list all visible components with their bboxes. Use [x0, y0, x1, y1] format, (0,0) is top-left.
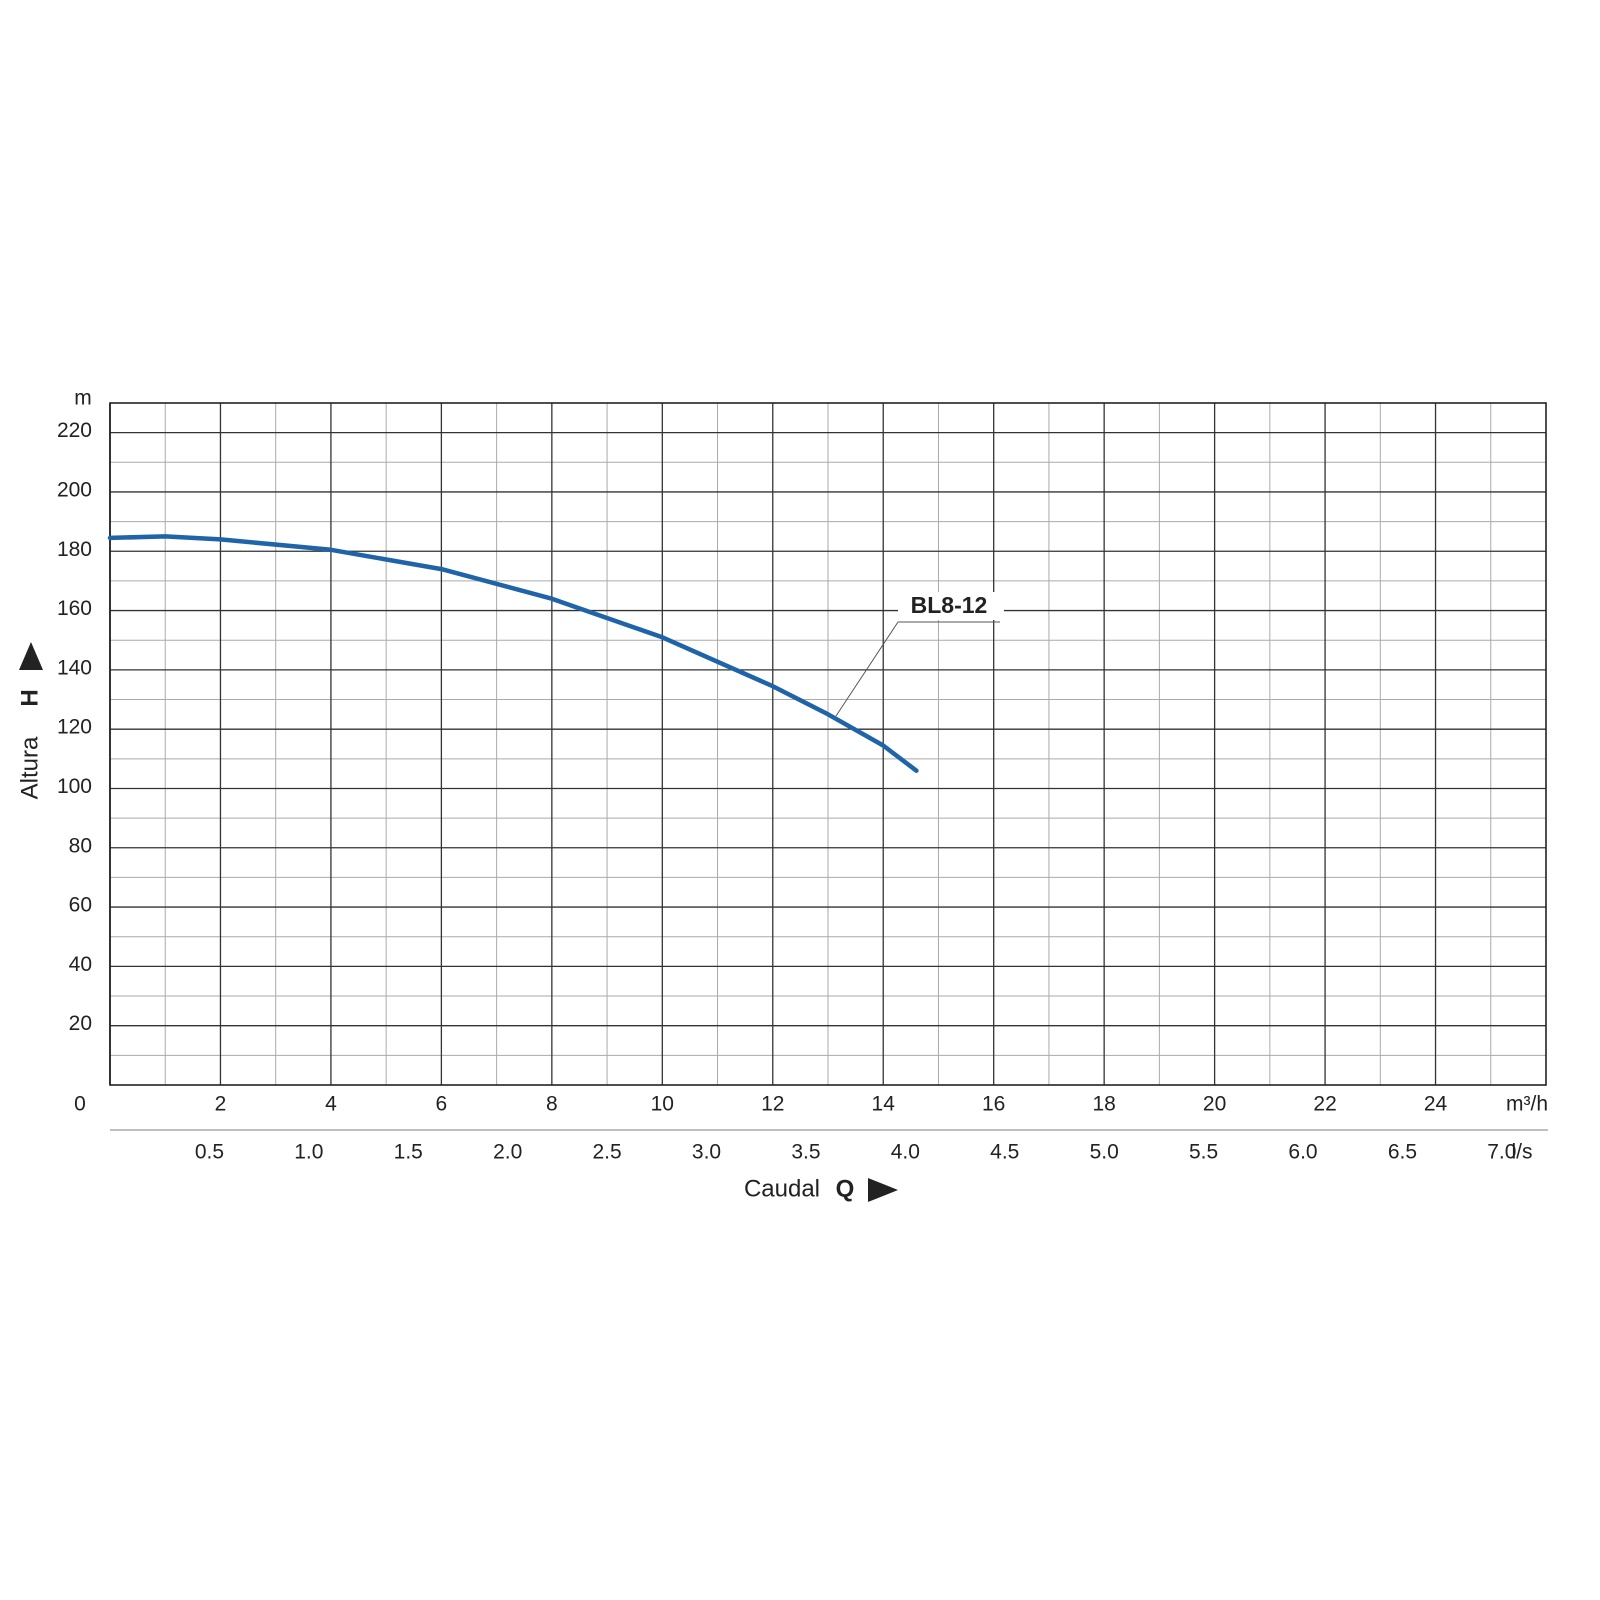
x-tick-label: 8 [546, 1093, 558, 1116]
y-axis-label: Altura [16, 736, 43, 799]
x2-tick-label: 0.5 [195, 1141, 224, 1164]
x-tick-label: 22 [1313, 1093, 1336, 1116]
x2-tick-label: 6.0 [1288, 1141, 1317, 1164]
x-axis-label: Caudal [744, 1175, 820, 1202]
plot-frame [109, 402, 1547, 1086]
annotation-leader [835, 621, 899, 717]
x2-tick-label: 1.5 [394, 1141, 423, 1164]
x-tick-label: 6 [436, 1093, 448, 1116]
x-tick-label: 10 [651, 1093, 674, 1116]
x2-tick-label: 5.0 [1090, 1141, 1119, 1164]
curves [107, 534, 919, 773]
y-tick-label: 200 [57, 479, 92, 502]
x-unit: m³/h [1506, 1093, 1548, 1116]
y-tick-label: 180 [57, 538, 92, 561]
curve [107, 534, 919, 773]
x2-tick-label: 5.5 [1189, 1141, 1218, 1164]
y-tick-label: 140 [57, 656, 92, 679]
x2-tick-label: 2.0 [493, 1141, 522, 1164]
y-tick-label: 80 [69, 834, 92, 857]
x2-tick-label: 3.5 [791, 1141, 820, 1164]
x-tick-label: 18 [1092, 1093, 1115, 1116]
y-tick-label: 100 [57, 775, 92, 798]
x2-unit: l/s [1512, 1141, 1533, 1164]
x-tick-label: 12 [761, 1093, 784, 1116]
y-tick-label: 120 [57, 716, 92, 739]
x2-tick-label: 2.5 [592, 1141, 621, 1164]
x2-tick-label: 3.0 [692, 1141, 721, 1164]
x-tick-label: 20 [1203, 1093, 1226, 1116]
x2-tick-label: 1.0 [294, 1141, 323, 1164]
x2-tick-label: 7.0 [1487, 1141, 1516, 1164]
y-tick-label: 60 [69, 894, 92, 917]
x-tick-label: 16 [982, 1093, 1005, 1116]
annotation-bg [898, 592, 1004, 620]
x2-tick-label: 4.5 [990, 1141, 1019, 1164]
x-axis-symbol: Q [836, 1175, 855, 1202]
x2-tick-label: 6.5 [1388, 1141, 1417, 1164]
y-axis-symbol: H [16, 689, 43, 706]
y-tick-label: 40 [69, 953, 92, 976]
y-axis-arrow [19, 642, 43, 670]
x-axis-arrow [868, 1178, 898, 1202]
y-unit: m [74, 387, 92, 410]
x2-tick-label: 4.0 [891, 1141, 920, 1164]
y-tick-label: 220 [57, 419, 92, 442]
x-tick-label: 2 [215, 1093, 227, 1116]
x-tick-label: 0 [74, 1093, 86, 1116]
y-tick-label: 160 [57, 597, 92, 620]
y-tick-label: 20 [69, 1012, 92, 1035]
x-tick-label: 24 [1424, 1093, 1448, 1116]
x-tick-label: 4 [325, 1093, 337, 1116]
x-tick-label: 14 [872, 1093, 896, 1116]
series-label: BL8-12 [911, 592, 988, 618]
